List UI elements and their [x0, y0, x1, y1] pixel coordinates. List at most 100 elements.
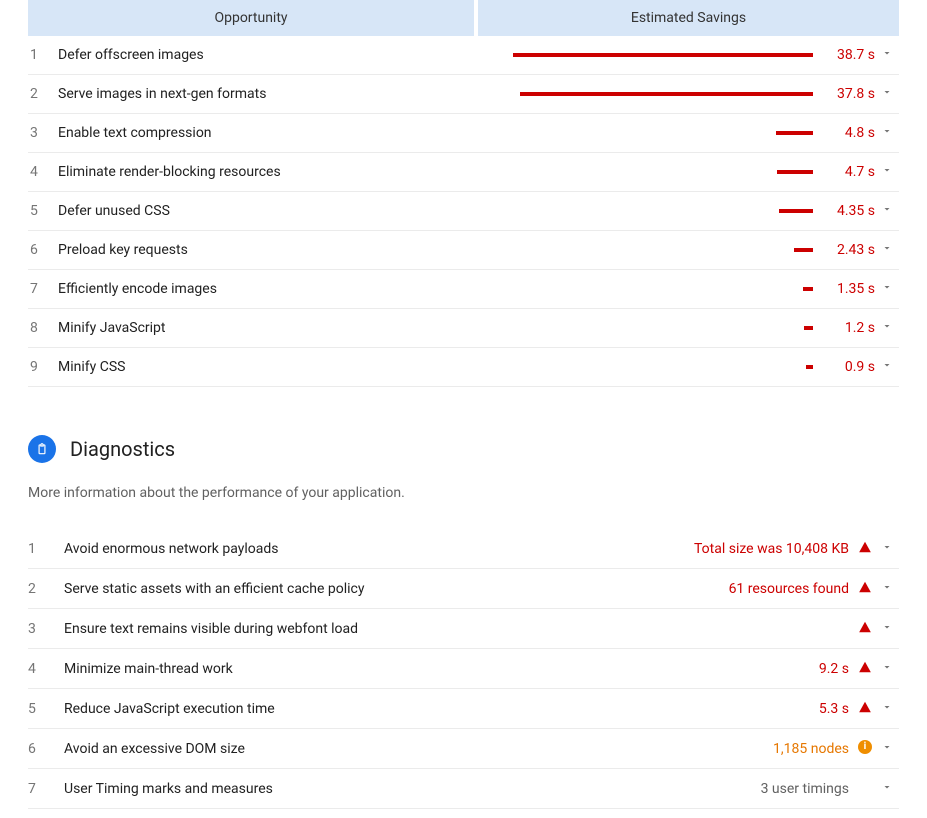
diagnostic-title: Ensure text remains visible during webfo…: [64, 621, 849, 637]
warning-triangle-icon: [855, 660, 875, 678]
opportunity-index: 7: [28, 281, 58, 297]
opportunity-bar-track: [478, 365, 813, 369]
chevron-down-icon[interactable]: [875, 164, 899, 180]
opportunity-row[interactable]: 6Preload key requests 2.43 s: [28, 231, 899, 270]
diagnostics-section: Diagnostics More information about the p…: [28, 435, 899, 809]
opportunity-value: 37.8 s: [813, 86, 875, 102]
opportunity-title: Serve images in next-gen formats: [58, 86, 478, 102]
opportunity-bar-track: [478, 170, 813, 174]
chevron-down-icon[interactable]: [875, 701, 899, 717]
opportunity-index: 6: [28, 242, 58, 258]
opportunities-rows: 1Defer offscreen images38.7 s2Serve imag…: [28, 36, 899, 387]
chevron-down-icon[interactable]: [875, 359, 899, 375]
opportunity-row[interactable]: 3Enable text compression4.8 s: [28, 114, 899, 153]
diagnostic-index: 3: [28, 621, 64, 637]
opportunity-value: 0.9 s: [813, 359, 875, 375]
opportunity-bar-track: [478, 326, 813, 330]
diagnostics-head: Diagnostics: [28, 435, 899, 463]
opportunity-index: 8: [28, 320, 58, 336]
diagnostic-row[interactable]: 7User Timing marks and measures3 user ti…: [28, 769, 899, 809]
opportunity-bar-track: [478, 53, 813, 57]
diagnostic-title: User Timing marks and measures: [64, 781, 761, 797]
opportunity-index: 4: [28, 164, 58, 180]
opportunity-row[interactable]: 1Defer offscreen images38.7 s: [28, 36, 899, 75]
diagnostic-title: Reduce JavaScript execution time: [64, 701, 819, 717]
opportunity-value: 2.43 s: [813, 242, 875, 258]
diagnostic-value: 61 resources found: [729, 581, 855, 597]
opportunity-index: 9: [28, 359, 58, 375]
opportunity-row[interactable]: 7Efficiently encode images 1.35 s: [28, 270, 899, 309]
opportunity-row[interactable]: 8Minify JavaScript 1.2 s: [28, 309, 899, 348]
chevron-down-icon[interactable]: [875, 741, 899, 757]
diagnostic-value: 5.3 s: [819, 701, 855, 717]
diagnostic-row[interactable]: 6Avoid an excessive DOM size1,185 nodes: [28, 729, 899, 769]
opportunity-bar: [806, 365, 813, 369]
clipboard-icon: [28, 435, 56, 463]
opportunity-bar: [804, 326, 813, 330]
opportunity-row[interactable]: 9Minify CSS 0.9 s: [28, 348, 899, 387]
diagnostic-title: Minimize main-thread work: [64, 661, 819, 677]
warning-triangle-icon: [855, 540, 875, 558]
opportunity-title: Minify CSS: [58, 359, 478, 375]
opportunity-title: Preload key requests: [58, 242, 478, 258]
chevron-down-icon[interactable]: [875, 541, 899, 557]
diagnostic-index: 5: [28, 701, 64, 717]
diagnostic-title: Serve static assets with an efficient ca…: [64, 581, 729, 597]
opportunity-value: 4.7 s: [813, 164, 875, 180]
diagnostic-value: 9.2 s: [819, 661, 855, 677]
opportunity-bar: [776, 131, 813, 135]
diagnostic-row[interactable]: 2Serve static assets with an efficient c…: [28, 569, 899, 609]
opportunity-bar: [520, 92, 813, 96]
diagnostic-index: 6: [28, 741, 64, 757]
opportunity-index: 5: [28, 203, 58, 219]
diagnostics-title: Diagnostics: [70, 437, 175, 461]
chevron-down-icon[interactable]: [875, 661, 899, 677]
chevron-down-icon[interactable]: [875, 320, 899, 336]
opportunity-title: Enable text compression: [58, 125, 478, 141]
chevron-down-icon[interactable]: [875, 47, 899, 63]
opportunity-bar: [777, 170, 813, 174]
opportunity-bar: [779, 209, 813, 213]
diagnostic-index: 2: [28, 581, 64, 597]
opportunity-index: 1: [28, 47, 58, 63]
opportunity-value: 1.2 s: [813, 320, 875, 336]
opportunity-index: 2: [28, 86, 58, 102]
diagnostics-rows: 1Avoid enormous network payloadsTotal si…: [28, 529, 899, 809]
opportunity-title: Minify JavaScript: [58, 320, 478, 336]
opportunity-bar: [794, 248, 813, 252]
opportunities-header-savings: Estimated Savings: [478, 0, 899, 36]
opportunity-row[interactable]: 5Defer unused CSS 4.35 s: [28, 192, 899, 231]
opportunity-row[interactable]: 4Eliminate render-blocking resources 4.7 …: [28, 153, 899, 192]
chevron-down-icon[interactable]: [875, 581, 899, 597]
chevron-down-icon[interactable]: [875, 86, 899, 102]
warning-triangle-icon: [855, 620, 875, 638]
chevron-down-icon[interactable]: [875, 621, 899, 637]
chevron-down-icon[interactable]: [875, 125, 899, 141]
opportunity-bar-track: [478, 209, 813, 213]
opportunity-row[interactable]: 2Serve images in next-gen formats 37.8 s: [28, 75, 899, 114]
opportunity-value: 4.35 s: [813, 203, 875, 219]
diagnostic-row[interactable]: 4Minimize main-thread work9.2 s: [28, 649, 899, 689]
opportunity-bar: [513, 53, 813, 57]
opportunity-title: Defer offscreen images: [58, 47, 478, 63]
info-circle-icon: [855, 740, 875, 758]
diagnostic-row[interactable]: 5Reduce JavaScript execution time5.3 s: [28, 689, 899, 729]
opportunity-value: 1.35 s: [813, 281, 875, 297]
diagnostic-title: Avoid an excessive DOM size: [64, 741, 773, 757]
opportunity-bar: [803, 287, 813, 291]
diagnostic-index: 4: [28, 661, 64, 677]
opportunity-value: 4.8 s: [813, 125, 875, 141]
opportunity-title: Defer unused CSS: [58, 203, 478, 219]
diagnostic-value: Total size was 10,408 KB: [694, 541, 855, 557]
diagnostic-value: 1,185 nodes: [773, 741, 855, 757]
chevron-down-icon[interactable]: [875, 281, 899, 297]
diagnostic-row[interactable]: 3Ensure text remains visible during webf…: [28, 609, 899, 649]
opportunity-bar-track: [478, 92, 813, 96]
chevron-down-icon[interactable]: [875, 242, 899, 258]
chevron-down-icon[interactable]: [875, 781, 899, 797]
opportunity-bar-track: [478, 131, 813, 135]
opportunity-title: Eliminate render-blocking resources: [58, 164, 478, 180]
diagnostic-row[interactable]: 1Avoid enormous network payloadsTotal si…: [28, 529, 899, 569]
chevron-down-icon[interactable]: [875, 203, 899, 219]
opportunity-title: Efficiently encode images: [58, 281, 478, 297]
